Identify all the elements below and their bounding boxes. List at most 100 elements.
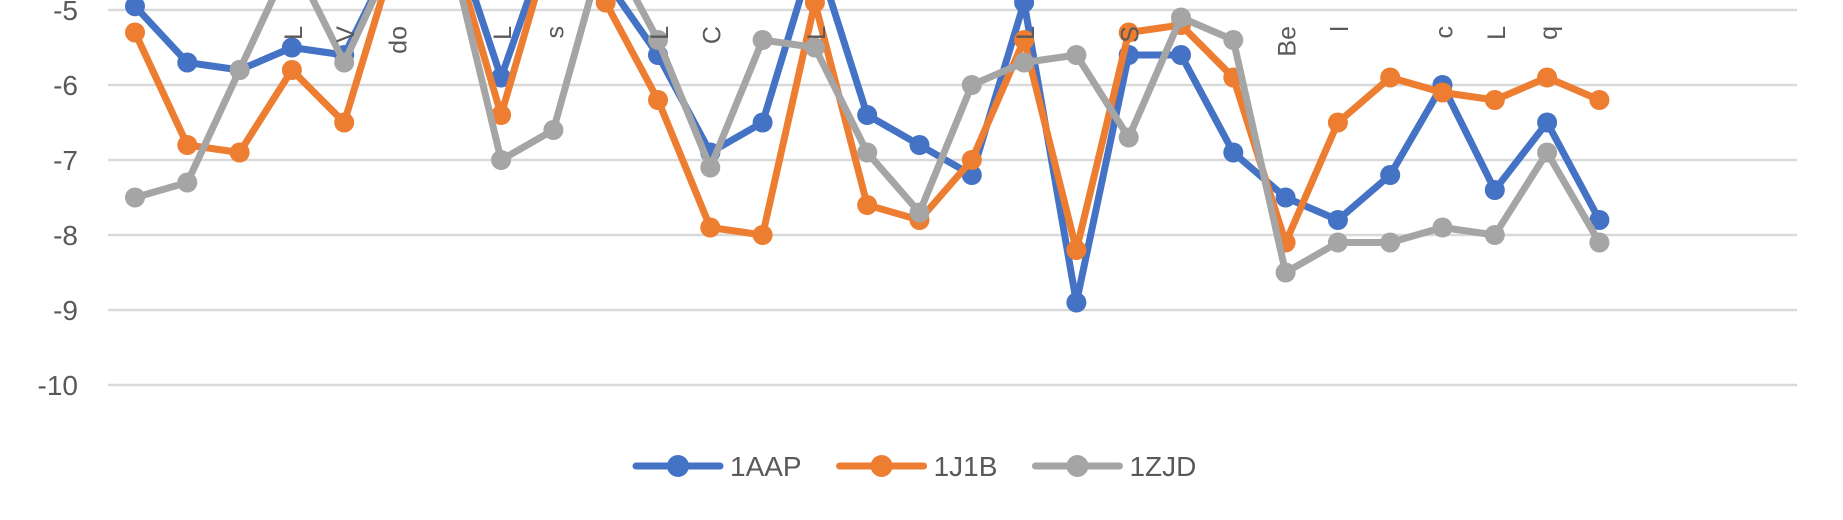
series-lines bbox=[125, 0, 1610, 313]
data-point bbox=[909, 135, 930, 155]
category-label: L bbox=[489, 26, 517, 40]
data-point bbox=[125, 187, 145, 208]
category-label: V bbox=[332, 26, 360, 43]
legend: 1AAP 1J1B 1ZJD bbox=[632, 451, 1196, 482]
data-point bbox=[595, 0, 616, 13]
data-point bbox=[281, 37, 302, 58]
category-label: Be bbox=[1274, 26, 1302, 57]
data-point bbox=[1014, 0, 1035, 13]
data-point bbox=[1537, 67, 1558, 88]
data-point bbox=[1118, 127, 1139, 148]
data-point bbox=[1327, 232, 1348, 253]
category-label: L bbox=[646, 26, 674, 40]
data-point bbox=[281, 60, 302, 80]
category-label: S bbox=[1117, 26, 1145, 43]
legend-label: 1J1B bbox=[934, 451, 998, 482]
category-label: q bbox=[1535, 26, 1563, 40]
data-point bbox=[1171, 7, 1191, 28]
category-label: L bbox=[280, 26, 308, 40]
legend-label: 1AAP bbox=[730, 451, 802, 482]
data-point bbox=[648, 30, 668, 50]
data-point bbox=[752, 112, 773, 133]
data-point bbox=[1589, 90, 1610, 110]
data-point bbox=[961, 75, 982, 95]
data-point bbox=[1484, 225, 1505, 245]
data-point bbox=[1327, 210, 1348, 230]
series-1ZJD bbox=[125, 0, 1610, 283]
data-point bbox=[1432, 82, 1453, 103]
data-point bbox=[1066, 292, 1087, 313]
category-label: c bbox=[1431, 26, 1459, 39]
category-label: L bbox=[803, 26, 831, 40]
data-point bbox=[1223, 142, 1244, 163]
data-point bbox=[700, 217, 721, 238]
data-point bbox=[1380, 165, 1401, 185]
data-point bbox=[177, 52, 198, 73]
y-tick-label: -7 bbox=[53, 145, 78, 176]
data-point bbox=[1066, 240, 1087, 260]
data-point bbox=[909, 202, 930, 223]
data-point bbox=[648, 90, 668, 110]
data-point bbox=[125, 0, 145, 17]
data-point bbox=[491, 105, 512, 125]
data-point bbox=[177, 135, 198, 155]
data-point bbox=[1380, 67, 1401, 88]
data-point bbox=[491, 67, 512, 88]
series-1J1B bbox=[125, 0, 1610, 260]
legend-marker bbox=[870, 455, 893, 477]
data-point bbox=[1380, 232, 1401, 253]
legend-label: 1ZJD bbox=[1129, 451, 1196, 482]
legend-item-1J1B: 1J1B bbox=[836, 451, 998, 482]
data-point bbox=[1066, 45, 1087, 65]
data-point bbox=[1014, 30, 1035, 50]
data-point bbox=[1484, 180, 1505, 200]
data-point bbox=[177, 172, 198, 193]
data-point bbox=[1432, 217, 1453, 238]
category-label: l bbox=[1326, 26, 1354, 32]
data-point bbox=[961, 150, 982, 170]
data-point bbox=[752, 225, 773, 245]
data-point bbox=[804, 0, 825, 13]
legend-item-1ZJD: 1ZJD bbox=[1031, 451, 1196, 482]
data-point bbox=[1014, 52, 1035, 73]
data-point bbox=[700, 157, 721, 178]
data-point bbox=[1171, 45, 1191, 65]
data-point bbox=[491, 150, 512, 170]
y-tick-label: -6 bbox=[53, 70, 78, 101]
data-point bbox=[1484, 90, 1505, 110]
data-point bbox=[752, 30, 773, 50]
category-label: s bbox=[541, 26, 569, 39]
y-tick-label: -8 bbox=[53, 220, 78, 251]
y-tick-label: -9 bbox=[53, 295, 78, 326]
category-label: do bbox=[385, 26, 413, 54]
data-point bbox=[857, 105, 878, 125]
data-point bbox=[1223, 30, 1244, 50]
data-point bbox=[1327, 112, 1348, 133]
data-point bbox=[334, 112, 355, 133]
category-label: L bbox=[1483, 26, 1511, 40]
data-point bbox=[1118, 22, 1139, 43]
category-label: L bbox=[1012, 26, 1040, 40]
data-point bbox=[125, 22, 145, 43]
data-point bbox=[1537, 142, 1558, 163]
data-point bbox=[857, 142, 878, 163]
legend-marker bbox=[667, 455, 689, 477]
data-point bbox=[229, 60, 250, 80]
data-point bbox=[1275, 262, 1296, 283]
legend-item-1AAP: 1AAP bbox=[632, 451, 802, 482]
y-tick-label: -5 bbox=[53, 0, 78, 26]
data-point bbox=[1589, 232, 1610, 253]
legend-marker bbox=[1066, 455, 1089, 477]
data-point bbox=[1589, 210, 1610, 230]
y-axis-tick-labels: -5 -6 -7 -8 -9 -10 bbox=[38, 0, 78, 401]
data-point bbox=[229, 142, 250, 163]
data-point bbox=[804, 37, 825, 58]
category-label: C bbox=[698, 26, 726, 44]
y-tick-label: -10 bbox=[38, 370, 78, 401]
data-point bbox=[1537, 112, 1558, 133]
data-point bbox=[334, 52, 355, 73]
data-point bbox=[543, 120, 564, 140]
data-point bbox=[1275, 187, 1296, 208]
